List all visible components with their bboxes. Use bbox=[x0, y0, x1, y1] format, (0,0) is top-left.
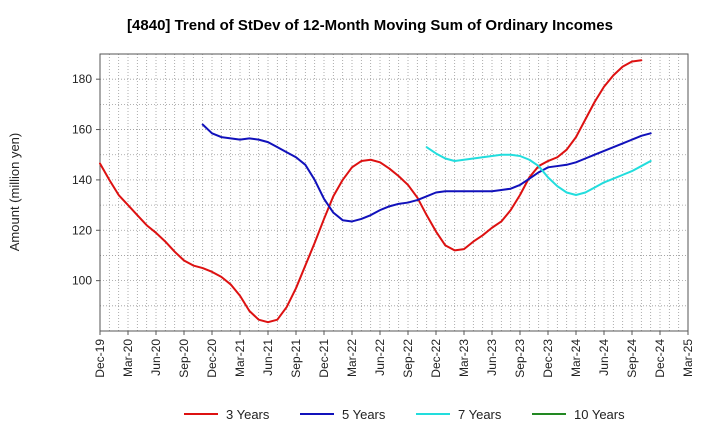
plot-frame bbox=[99, 53, 689, 332]
x-tick-label: Dec-21 bbox=[317, 339, 331, 378]
legend-item: 7 Years bbox=[416, 407, 502, 422]
x-tick-label: Jun-23 bbox=[485, 339, 499, 376]
x-tick-label: Jun-24 bbox=[597, 339, 611, 376]
y-tick-label: 100 bbox=[72, 274, 92, 288]
plot-area: 100 120 140 160 180 Dec-19 Mar-20 Jun-20 Sep-20 D… bbox=[72, 53, 695, 378]
legend-item: 10 Years bbox=[532, 407, 625, 422]
x-tick-label: Mar-25 bbox=[681, 339, 695, 377]
legend-label: 10 Years bbox=[574, 407, 625, 422]
x-tick-label: Dec-19 bbox=[93, 339, 107, 378]
y-tick-label: 160 bbox=[72, 123, 92, 137]
x-tick-label: Mar-20 bbox=[121, 339, 135, 377]
x-tick-label: Mar-23 bbox=[457, 339, 471, 377]
x-tick-label: Mar-21 bbox=[233, 339, 247, 377]
legend-label: 5 Years bbox=[342, 407, 386, 422]
x-tick-label: Jun-21 bbox=[261, 339, 275, 376]
x-tick-label: Sep-24 bbox=[625, 339, 639, 378]
plot-background bbox=[100, 54, 688, 331]
x-tick-label: Sep-21 bbox=[289, 339, 303, 378]
x-tick-label: Sep-22 bbox=[401, 339, 415, 378]
legend-label: 7 Years bbox=[458, 407, 502, 422]
legend-label: 3 Years bbox=[226, 407, 270, 422]
y-tick-label: 120 bbox=[72, 223, 92, 237]
legend-item: 5 Years bbox=[300, 407, 386, 422]
x-tick-label: Dec-20 bbox=[205, 339, 219, 378]
legend-item: 3 Years bbox=[184, 407, 270, 422]
series-line-3-years bbox=[99, 59, 643, 324]
x-tick-label: Jun-20 bbox=[149, 339, 163, 376]
x-tick-label: Dec-24 bbox=[653, 339, 667, 378]
y-axis-label: Amount (million yen) bbox=[7, 133, 22, 252]
series-line-5-years bbox=[201, 123, 652, 223]
x-tick-label: Sep-23 bbox=[513, 339, 527, 378]
x-tick-label: Dec-22 bbox=[429, 339, 443, 378]
x-tick-label: Mar-22 bbox=[345, 339, 359, 377]
chart-title: [4840] Trend of StDev of 12-Month Moving… bbox=[127, 17, 613, 34]
x-tick-label: Sep-20 bbox=[177, 339, 191, 378]
legend: 3 Years 5 Years 7 Years 10 Years bbox=[184, 407, 625, 422]
x-tick-label: Jun-22 bbox=[373, 339, 387, 376]
x-tick-label: Dec-23 bbox=[541, 339, 555, 378]
series-line-7-years bbox=[425, 146, 652, 197]
y-tick-label: 180 bbox=[72, 72, 92, 86]
y-tick-label: 140 bbox=[72, 173, 92, 187]
x-tick-label: Mar-24 bbox=[569, 339, 583, 377]
